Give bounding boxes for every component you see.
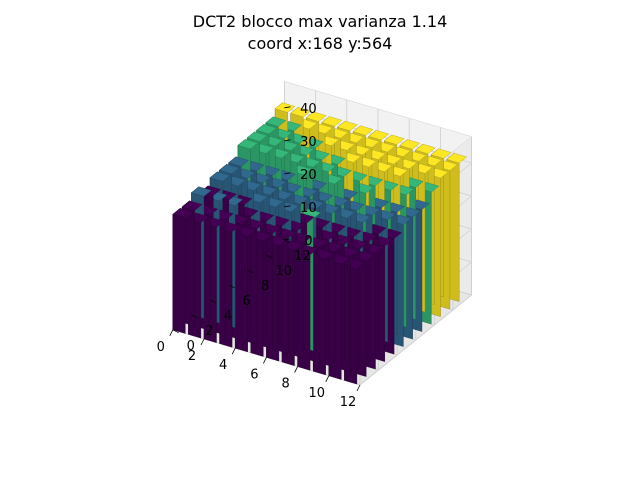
y-tick-label: 12: [294, 249, 311, 264]
x-tick: [231, 348, 236, 355]
y-tick: [247, 269, 254, 274]
bar-face-top: [190, 186, 212, 197]
x-tick-label: 12: [340, 395, 357, 410]
x-tick: [169, 329, 174, 336]
bar-face-top: [172, 208, 194, 219]
bar-face-top: [228, 156, 249, 167]
bar-face-side: [172, 214, 186, 334]
y-tick-label: 10: [276, 264, 293, 279]
y-tick: [265, 254, 272, 259]
bar-face-top: [415, 143, 436, 155]
y-tick-label: 8: [261, 279, 269, 294]
chart-subtitle: coord x:168 y:564: [247, 34, 393, 53]
y-tick: [209, 299, 217, 304]
z-tick-label: 0: [304, 234, 312, 249]
y-tick: [172, 329, 179, 334]
z-tick: [284, 172, 291, 175]
bar-face-top: [399, 139, 421, 150]
bar-face-top: [321, 116, 343, 127]
grid-line: [359, 294, 472, 386]
z-tick-label: 30: [300, 135, 317, 150]
x-tick: [325, 375, 330, 382]
z-tick: [284, 205, 291, 208]
y-tick-label: 4: [224, 309, 232, 324]
bar-face-top: [368, 130, 390, 141]
x-tick-label: 4: [219, 358, 227, 373]
y-tick-label: 2: [205, 324, 213, 339]
bar-face-top: [337, 120, 358, 132]
y-tick: [191, 314, 198, 319]
bar-face-top: [305, 111, 327, 122]
bar-face-top: [237, 139, 259, 150]
bar-face-top: [246, 131, 268, 142]
bar-face-top: [218, 163, 240, 175]
x-tick: [200, 338, 205, 346]
y-tick: [228, 284, 235, 289]
x-tick-label: 6: [250, 367, 258, 382]
bar-face-top: [290, 107, 312, 118]
x-tick-label: 0: [157, 340, 165, 355]
bar-face-top: [430, 148, 452, 159]
z-tick: [284, 238, 291, 241]
bar-face-top: [446, 153, 468, 164]
bar-face-top: [181, 200, 203, 211]
bar: [172, 207, 194, 334]
x-tick: [356, 384, 361, 392]
chart-title: DCT2 blocco max varianza 1.14: [192, 12, 448, 31]
x-tick-label: 8: [281, 377, 289, 392]
bar-face-top: [265, 116, 287, 127]
z-tick: [284, 106, 291, 109]
z-tick-label: 40: [300, 102, 317, 117]
bar-face-top: [209, 171, 231, 182]
bar-face-top: [256, 124, 277, 135]
x-tick: [294, 366, 298, 373]
z-tick-label: 10: [300, 201, 317, 216]
x-tick-label: 2: [188, 349, 196, 364]
z-tick: [284, 139, 291, 142]
y-tick-label: 0: [187, 339, 195, 354]
y-tick: [284, 239, 291, 244]
z-tick-label: 20: [300, 168, 317, 183]
x-tick: [263, 357, 267, 364]
bar-face-top: [352, 125, 374, 136]
x-tick-label: 10: [309, 386, 326, 401]
y-tick-label: 6: [242, 294, 250, 309]
bar-face-top: [383, 134, 405, 145]
